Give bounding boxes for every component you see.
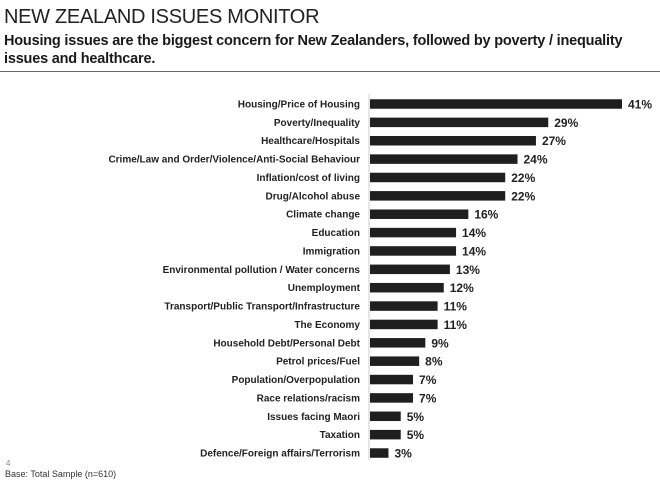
value-label: 22% (511, 171, 535, 185)
bar (370, 246, 457, 256)
bar (370, 209, 469, 219)
header-divider (0, 71, 660, 72)
bar (370, 264, 450, 275)
category-label: Population/Overpopulation (232, 375, 360, 386)
bar (370, 338, 426, 348)
value-label: 7% (419, 373, 437, 387)
category-label: Defence/Foreign affairs/Terrorism (200, 449, 360, 460)
page-subtitle: Housing issues are the biggest concern f… (4, 33, 623, 67)
value-label: 5% (407, 410, 425, 424)
value-label: 14% (462, 244, 486, 258)
category-label: Taxation (320, 430, 360, 441)
category-label: Environmental pollution / Water concerns (163, 265, 361, 276)
base-note: Base: Total Sample (n=610) (5, 469, 117, 479)
category-label: Crime/Law and Order/Violence/Anti-Social… (108, 155, 360, 166)
value-label: 14% (462, 226, 486, 240)
value-label: 16% (474, 208, 498, 222)
bar (370, 356, 420, 366)
category-label: Drug/Alcohol abuse (266, 191, 361, 202)
category-label: Immigration (303, 246, 360, 257)
category-label: Race relations/racism (257, 393, 360, 404)
bar (370, 319, 438, 330)
bar (370, 99, 622, 109)
bar (370, 191, 506, 201)
category-label: Healthcare/Hospitals (261, 136, 360, 147)
bar (370, 172, 506, 183)
category-label: Housing/Price of Housing (238, 100, 360, 111)
page-number: 4 (6, 459, 11, 468)
bar (370, 429, 401, 440)
value-label: 24% (524, 153, 548, 167)
category-label: The Economy (294, 320, 360, 331)
category-label: Household Debt/Personal Debt (213, 338, 360, 349)
bar (370, 411, 401, 422)
value-label: 11% (444, 318, 468, 332)
value-label: 3% (394, 447, 412, 461)
value-label: 22% (511, 189, 535, 203)
value-label: 11% (444, 300, 468, 314)
category-label: Transport/Public Transport/Infrastructur… (164, 302, 360, 313)
bar (370, 135, 536, 146)
category-label: Issues facing Maori (267, 412, 360, 423)
value-label: 13% (456, 263, 480, 277)
value-label: 12% (450, 281, 474, 295)
bar (370, 301, 438, 311)
value-label: 41% (628, 98, 652, 112)
category-label: Education (312, 228, 360, 239)
category-label: Climate change (286, 210, 360, 221)
bar (370, 374, 414, 385)
bar (370, 282, 444, 293)
page-title: NEW ZEALAND ISSUES MONITOR (4, 6, 320, 28)
bar (370, 117, 549, 128)
value-label: 7% (419, 391, 437, 405)
bar (370, 393, 414, 403)
value-label: 27% (542, 134, 566, 148)
value-label: 5% (407, 428, 425, 442)
category-label: Unemployment (288, 283, 361, 294)
value-label: 8% (425, 355, 443, 369)
value-label: 29% (554, 116, 578, 130)
bar (370, 227, 457, 238)
category-label: Inflation/cost of living (257, 173, 360, 184)
category-label: Petrol prices/Fuel (276, 357, 360, 368)
bar (370, 154, 518, 164)
bar (370, 448, 389, 458)
category-label: Poverty/Inequality (274, 118, 361, 129)
value-label: 9% (431, 336, 449, 350)
